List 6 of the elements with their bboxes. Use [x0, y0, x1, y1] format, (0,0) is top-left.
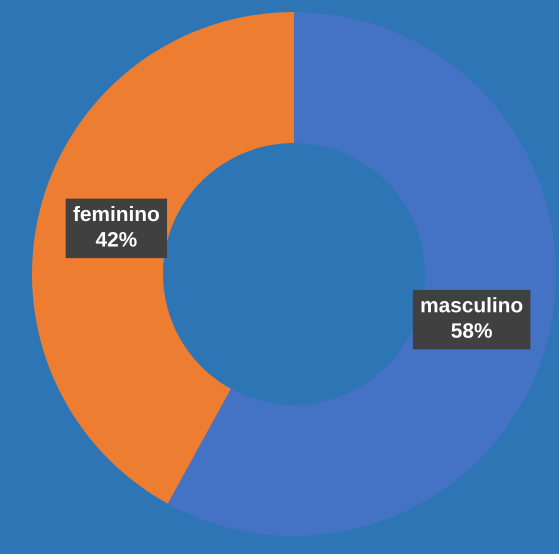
donut-slice	[32, 12, 294, 504]
data-label: 58%	[451, 323, 492, 338]
donut-slice	[168, 12, 556, 536]
slice-label: feminino	[73, 206, 159, 222]
slice-label: masculino	[421, 297, 522, 312]
data-label: 42%	[96, 232, 137, 247]
